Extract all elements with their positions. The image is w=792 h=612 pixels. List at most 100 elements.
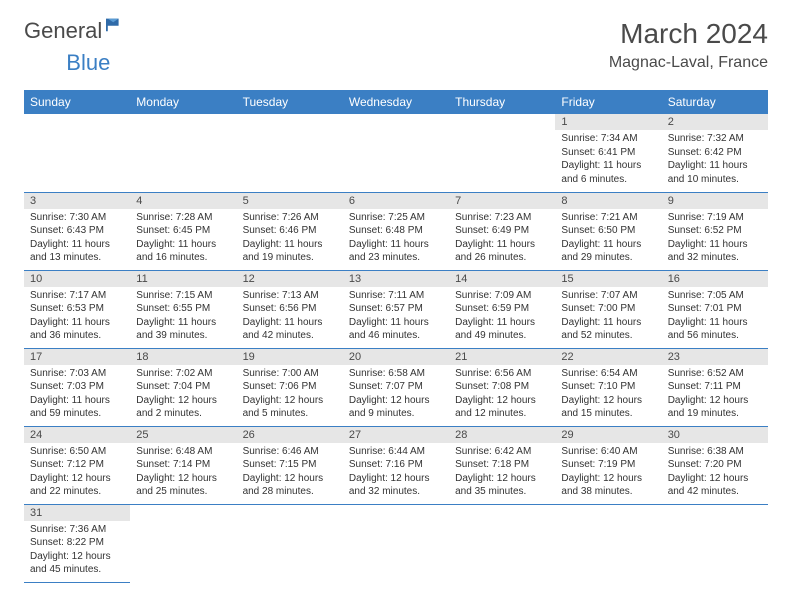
day-cell: 26Sunrise: 6:46 AMSunset: 7:15 PMDayligh…: [237, 426, 343, 504]
daylight-line: Daylight: 11 hours and 46 minutes.: [349, 316, 443, 343]
day-cell: 17Sunrise: 7:03 AMSunset: 7:03 PMDayligh…: [24, 348, 130, 426]
sunrise-line: Sunrise: 6:40 AM: [561, 445, 655, 459]
day-content: Sunrise: 6:50 AMSunset: 7:12 PMDaylight:…: [24, 443, 130, 503]
sunrise-line: Sunrise: 6:48 AM: [136, 445, 230, 459]
sunrise-line: Sunrise: 6:46 AM: [243, 445, 337, 459]
day-cell: 19Sunrise: 7:00 AMSunset: 7:06 PMDayligh…: [237, 348, 343, 426]
calendar-row: 31Sunrise: 7:36 AMSunset: 8:22 PMDayligh…: [24, 504, 768, 582]
day-number: 18: [130, 349, 236, 365]
empty-cell: [24, 114, 130, 192]
day-cell: 28Sunrise: 6:42 AMSunset: 7:18 PMDayligh…: [449, 426, 555, 504]
day-content: Sunrise: 6:42 AMSunset: 7:18 PMDaylight:…: [449, 443, 555, 503]
day-number: 21: [449, 349, 555, 365]
daylight-line: Daylight: 12 hours and 25 minutes.: [136, 472, 230, 499]
sunrise-line: Sunrise: 7:15 AM: [136, 289, 230, 303]
day-content: Sunrise: 6:56 AMSunset: 7:08 PMDaylight:…: [449, 365, 555, 425]
calendar-row: 1Sunrise: 7:34 AMSunset: 6:41 PMDaylight…: [24, 114, 768, 192]
day-cell: 23Sunrise: 6:52 AMSunset: 7:11 PMDayligh…: [662, 348, 768, 426]
sunrise-line: Sunrise: 7:03 AM: [30, 367, 124, 381]
sunrise-line: Sunrise: 7:00 AM: [243, 367, 337, 381]
logo-text-1: General: [24, 18, 102, 44]
day-content: Sunrise: 7:28 AMSunset: 6:45 PMDaylight:…: [130, 209, 236, 269]
sunset-line: Sunset: 6:53 PM: [30, 302, 124, 316]
day-number: 23: [662, 349, 768, 365]
sunrise-line: Sunrise: 6:58 AM: [349, 367, 443, 381]
day-cell: 21Sunrise: 6:56 AMSunset: 7:08 PMDayligh…: [449, 348, 555, 426]
sunset-line: Sunset: 6:59 PM: [455, 302, 549, 316]
sunset-line: Sunset: 7:14 PM: [136, 458, 230, 472]
day-number: 14: [449, 271, 555, 287]
day-cell: 13Sunrise: 7:11 AMSunset: 6:57 PMDayligh…: [343, 270, 449, 348]
day-number: 26: [237, 427, 343, 443]
empty-cell: [237, 504, 343, 582]
day-cell: 9Sunrise: 7:19 AMSunset: 6:52 PMDaylight…: [662, 192, 768, 270]
sunset-line: Sunset: 6:41 PM: [561, 146, 655, 160]
sunrise-line: Sunrise: 6:54 AM: [561, 367, 655, 381]
sunset-line: Sunset: 6:43 PM: [30, 224, 124, 238]
day-content: Sunrise: 6:58 AMSunset: 7:07 PMDaylight:…: [343, 365, 449, 425]
sunrise-line: Sunrise: 7:02 AM: [136, 367, 230, 381]
day-number: 5: [237, 193, 343, 209]
day-number: 10: [24, 271, 130, 287]
day-content: Sunrise: 7:09 AMSunset: 6:59 PMDaylight:…: [449, 287, 555, 347]
day-content: Sunrise: 7:03 AMSunset: 7:03 PMDaylight:…: [24, 365, 130, 425]
day-cell: 25 Sunrise: 6:48 AMSunset: 7:14 PMDayligh…: [130, 426, 236, 504]
sunset-line: Sunset: 6:55 PM: [136, 302, 230, 316]
day-number: 7: [449, 193, 555, 209]
empty-cell: [662, 504, 768, 582]
title-block: March 2024 Magnac-Laval, France: [609, 18, 768, 72]
empty-cell: [130, 504, 236, 582]
sunrise-line: Sunrise: 7:07 AM: [561, 289, 655, 303]
daylight-line: Daylight: 11 hours and 56 minutes.: [668, 316, 762, 343]
sunset-line: Sunset: 7:18 PM: [455, 458, 549, 472]
day-cell: 29Sunrise: 6:40 AMSunset: 7:19 PMDayligh…: [555, 426, 661, 504]
empty-cell: [237, 114, 343, 192]
sunset-line: Sunset: 7:03 PM: [30, 380, 124, 394]
day-number: 12: [237, 271, 343, 287]
day-cell: 10Sunrise: 7:17 AMSunset: 6:53 PMDayligh…: [24, 270, 130, 348]
sunrise-line: Sunrise: 7:17 AM: [30, 289, 124, 303]
day-number: 25: [130, 427, 236, 443]
day-content: Sunrise: 7:21 AMSunset: 6:50 PMDaylight:…: [555, 209, 661, 269]
day-number: 22: [555, 349, 661, 365]
day-cell: 2Sunrise: 7:32 AMSunset: 6:42 PMDaylight…: [662, 114, 768, 192]
daylight-line: Daylight: 11 hours and 49 minutes.: [455, 316, 549, 343]
day-cell: 6Sunrise: 7:25 AMSunset: 6:48 PMDaylight…: [343, 192, 449, 270]
daylight-line: Daylight: 12 hours and 12 minutes.: [455, 394, 549, 421]
sunrise-line: Sunrise: 7:30 AM: [30, 211, 124, 225]
day-number: 8: [555, 193, 661, 209]
weekday-header-row: SundayMondayTuesdayWednesdayThursdayFrid…: [24, 90, 768, 114]
sunrise-line: Sunrise: 6:44 AM: [349, 445, 443, 459]
sunrise-line: Sunrise: 6:52 AM: [668, 367, 762, 381]
daylight-line: Daylight: 12 hours and 45 minutes.: [30, 550, 124, 577]
day-cell: 1Sunrise: 7:34 AMSunset: 6:41 PMDaylight…: [555, 114, 661, 192]
day-content: Sunrise: 7:26 AMSunset: 6:46 PMDaylight:…: [237, 209, 343, 269]
daylight-line: Daylight: 12 hours and 2 minutes.: [136, 394, 230, 421]
day-number: 27: [343, 427, 449, 443]
day-cell: 22Sunrise: 6:54 AMSunset: 7:10 PMDayligh…: [555, 348, 661, 426]
day-number: 16: [662, 271, 768, 287]
daylight-line: Daylight: 12 hours and 9 minutes.: [349, 394, 443, 421]
daylight-line: Daylight: 12 hours and 32 minutes.: [349, 472, 443, 499]
day-number: 30: [662, 427, 768, 443]
day-number: 29: [555, 427, 661, 443]
flag-icon: [106, 16, 124, 32]
sunrise-line: Sunrise: 7:21 AM: [561, 211, 655, 225]
daylight-line: Daylight: 11 hours and 42 minutes.: [243, 316, 337, 343]
daylight-line: Daylight: 11 hours and 32 minutes.: [668, 238, 762, 265]
day-content: Sunrise: 7:17 AMSunset: 6:53 PMDaylight:…: [24, 287, 130, 347]
sunrise-line: Sunrise: 6:56 AM: [455, 367, 549, 381]
daylight-line: Daylight: 11 hours and 39 minutes.: [136, 316, 230, 343]
sunrise-line: Sunrise: 7:32 AM: [668, 132, 762, 146]
daylight-line: Daylight: 11 hours and 13 minutes.: [30, 238, 124, 265]
empty-cell: [343, 504, 449, 582]
day-number: 2: [662, 114, 768, 130]
empty-cell: [449, 504, 555, 582]
day-cell: 11 Sunrise: 7:15 AMSunset: 6:55 PMDayligh…: [130, 270, 236, 348]
daylight-line: Daylight: 12 hours and 5 minutes.: [243, 394, 337, 421]
day-number: 20: [343, 349, 449, 365]
day-content: Sunrise: 7:00 AMSunset: 7:06 PMDaylight:…: [237, 365, 343, 425]
day-number: 11: [130, 271, 236, 287]
day-content: Sunrise: 7:19 AMSunset: 6:52 PMDaylight:…: [662, 209, 768, 269]
sunset-line: Sunset: 7:16 PM: [349, 458, 443, 472]
